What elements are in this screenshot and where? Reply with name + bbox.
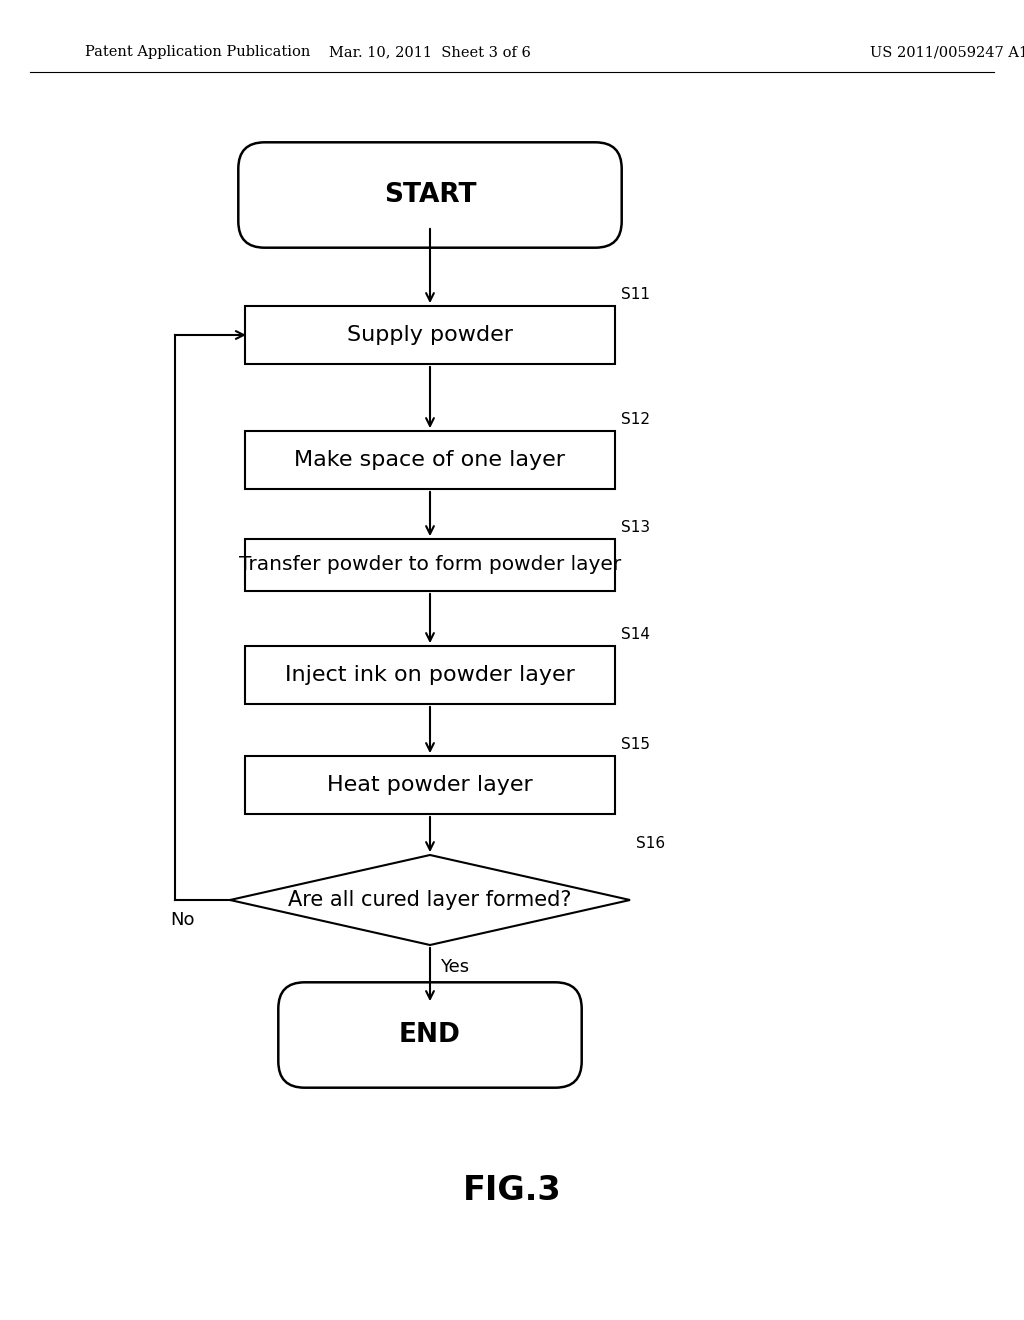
- Text: Heat powder layer: Heat powder layer: [327, 775, 532, 795]
- Text: Inject ink on powder layer: Inject ink on powder layer: [285, 665, 574, 685]
- Text: Make space of one layer: Make space of one layer: [295, 450, 565, 470]
- Text: No: No: [171, 911, 195, 929]
- Text: FIG.3: FIG.3: [463, 1173, 561, 1206]
- Text: S13: S13: [621, 520, 650, 535]
- Text: S12: S12: [621, 412, 650, 426]
- Bar: [245, 306, 615, 364]
- Polygon shape: [230, 855, 630, 945]
- Text: Patent Application Publication: Patent Application Publication: [85, 45, 310, 59]
- FancyBboxPatch shape: [279, 982, 582, 1088]
- Text: Transfer powder to form powder layer: Transfer powder to form powder layer: [239, 556, 622, 574]
- Text: Supply powder: Supply powder: [347, 325, 513, 345]
- Bar: [245, 645, 615, 704]
- Text: Are all cured layer formed?: Are all cured layer formed?: [288, 890, 571, 909]
- Bar: [245, 539, 615, 591]
- Text: START: START: [384, 182, 476, 209]
- Bar: [245, 756, 615, 814]
- Text: S15: S15: [621, 737, 650, 752]
- Text: END: END: [399, 1022, 461, 1048]
- Text: S14: S14: [621, 627, 650, 642]
- Text: Yes: Yes: [440, 958, 469, 975]
- Bar: [245, 432, 615, 488]
- Text: S16: S16: [636, 836, 666, 851]
- FancyBboxPatch shape: [239, 143, 622, 248]
- Text: Mar. 10, 2011  Sheet 3 of 6: Mar. 10, 2011 Sheet 3 of 6: [329, 45, 530, 59]
- Text: US 2011/0059247 A1: US 2011/0059247 A1: [870, 45, 1024, 59]
- Text: S11: S11: [621, 286, 650, 302]
